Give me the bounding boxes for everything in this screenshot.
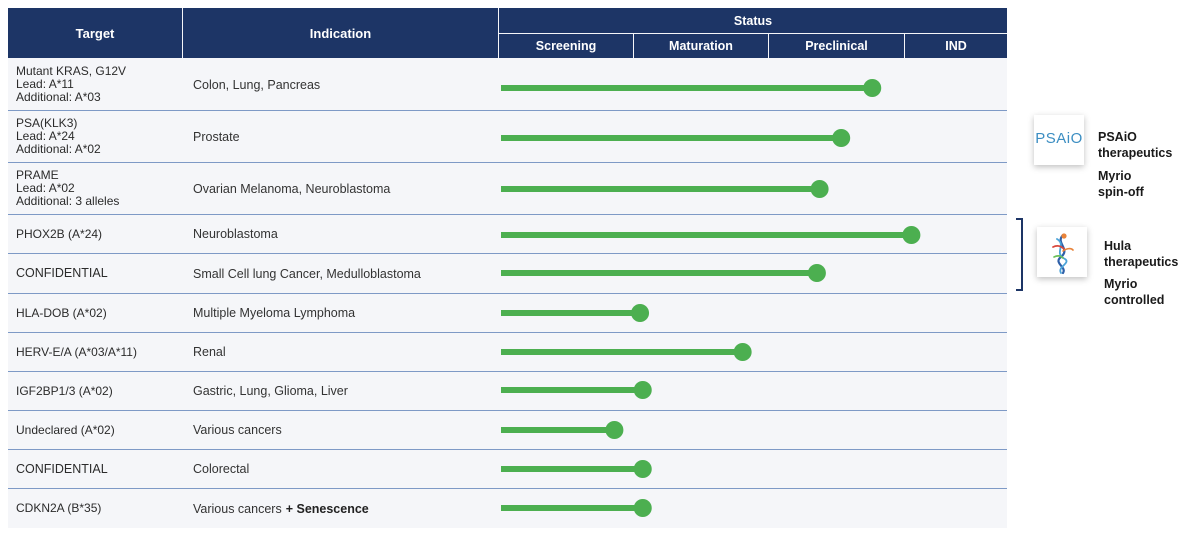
progress-bar-endpoint: [863, 79, 882, 97]
table-row: PHOX2B (A*24) Neuroblastoma: [8, 215, 1007, 254]
target-name: PRAME: [16, 168, 59, 182]
target-name: Mutant KRAS, G12V: [16, 64, 127, 78]
table-row: HERV-E/A (A*03/A*11) Renal: [8, 333, 1007, 372]
header-stage-preclinical: Preclinical: [769, 34, 904, 58]
indication-text: Neuroblastoma: [193, 227, 278, 241]
indication-cell: Renal: [193, 333, 493, 371]
hula-name-line: Hula: [1104, 239, 1132, 253]
target-name: PSA(KLK3): [16, 116, 78, 130]
target-name: CONFIDENTIAL: [16, 266, 108, 280]
indication-cell: Prostate: [193, 111, 493, 162]
target-cell: PRAME Lead: A*02 Additional: 3 alleles: [16, 163, 186, 214]
psaio-name-line: therapeutics: [1098, 146, 1173, 160]
indication-text: Renal: [193, 345, 226, 359]
target-name: CONFIDENTIAL: [16, 461, 108, 476]
table-row: Mutant KRAS, G12V Lead: A*11 Additional:…: [8, 59, 1007, 111]
indication-text: Small Cell lung Cancer, Medulloblastoma: [193, 266, 421, 281]
table-row: HLA-DOB (A*02) Multiple Myeloma Lymphoma: [8, 294, 1007, 333]
indication-cell: Gastric, Lung, Glioma, Liver: [193, 372, 493, 410]
target-cell: IGF2BP1/3 (A*02): [16, 372, 186, 410]
psaio-name-line: PSAiO: [1098, 130, 1137, 144]
indication-text: Gastric, Lung, Glioma, Liver: [193, 384, 348, 398]
table-row: PRAME Lead: A*02 Additional: 3 alleles O…: [8, 163, 1007, 215]
hula-note-line: controlled: [1104, 293, 1165, 307]
header-stage-screening: Screening: [499, 34, 633, 58]
target-lead: Lead: A*02: [16, 181, 75, 195]
progress-bar-endpoint: [631, 304, 650, 322]
psaio-note-line: Myrio: [1098, 169, 1132, 183]
indication-text: Prostate: [193, 129, 240, 144]
indication-text: Various cancers: [193, 423, 282, 437]
indication-text: Multiple Myeloma Lymphoma: [193, 306, 356, 320]
target-name: IGF2BP1/3 (A*02): [16, 383, 113, 398]
header-stage-ind: IND: [905, 34, 1007, 58]
hula-company-name: Hula therapeutics: [1104, 238, 1178, 270]
indication-cell: Various cancers: [193, 411, 493, 449]
target-lead: Lead: A*24: [16, 129, 75, 143]
target-lead: Lead: A*11: [16, 77, 74, 91]
target-cell: HERV-E/A (A*03/A*11): [16, 333, 186, 371]
target-name: CDKN2A (B*35): [16, 501, 102, 515]
header-stage-maturation: Maturation: [634, 34, 768, 58]
indication-text: Ovarian Melanoma, Neuroblastoma: [193, 181, 391, 196]
progress-bar-endpoint: [810, 180, 829, 198]
progress-bar-endpoint: [902, 226, 921, 244]
table-row: IGF2BP1/3 (A*02) Gastric, Lung, Glioma, …: [8, 372, 1007, 411]
progress-bar-endpoint: [633, 499, 652, 517]
target-cell: CONFIDENTIAL: [16, 254, 186, 293]
psaio-logo-card: PSAiO: [1034, 115, 1084, 165]
psaio-logo: PSAiO: [1035, 130, 1083, 147]
indication-text: Various cancers: [193, 501, 282, 516]
indication-cell: Various cancers + Senescence: [193, 489, 493, 528]
progress-bar-endpoint: [733, 343, 752, 361]
indication-cell: Colon, Lung, Pancreas: [193, 59, 493, 110]
table-row: PSA(KLK3) Lead: A*24 Additional: A*02 Pr…: [8, 111, 1007, 163]
target-name: PHOX2B (A*24): [16, 226, 103, 241]
header-status: Status: [499, 8, 1007, 33]
progress-bar-endpoint: [605, 421, 624, 439]
target-additional: Additional: 3 alleles: [16, 194, 120, 208]
hula-name-line: therapeutics: [1104, 255, 1179, 269]
pipeline-table: [8, 8, 1007, 528]
progress-bar-endpoint: [633, 460, 652, 478]
target-cell: CDKN2A (B*35): [16, 489, 186, 528]
header-indication: Indication: [183, 8, 498, 58]
hula-note-line: Myrio: [1104, 277, 1138, 291]
indication-cell: Ovarian Melanoma, Neuroblastoma: [193, 163, 493, 214]
table-row: CONFIDENTIAL Colorectal: [8, 450, 1007, 489]
indication-text: Colorectal: [193, 462, 250, 476]
target-cell: PSA(KLK3) Lead: A*24 Additional: A*02: [16, 111, 186, 162]
target-additional: Additional: A*03: [16, 90, 101, 104]
target-cell: HLA-DOB (A*02): [16, 294, 186, 332]
target-name: HLA-DOB (A*02): [16, 305, 107, 320]
table-row: Undeclared (A*02) Various cancers: [8, 411, 1007, 450]
psaio-note-line: spin-off: [1098, 185, 1144, 199]
target-additional: Additional: A*02: [16, 142, 101, 156]
indication-text: Colon, Lung, Pancreas: [193, 77, 321, 92]
hula-group-bracket: [1016, 218, 1023, 291]
target-name: HERV-E/A (A*03/A*11): [16, 344, 137, 359]
target-cell: CONFIDENTIAL: [16, 450, 186, 488]
hula-relationship-note: Myrio controlled: [1104, 276, 1164, 308]
hula-helix-icon: [1052, 233, 1074, 275]
indication-bold-text: + Senescence: [285, 501, 369, 516]
progress-bar-endpoint: [832, 129, 851, 147]
indication-cell: Colorectal: [193, 450, 493, 488]
progress-bar-endpoint: [807, 264, 826, 282]
table-row: CONFIDENTIAL Small Cell lung Cancer, Med…: [8, 254, 1007, 294]
progress-bar-endpoint: [633, 381, 652, 399]
target-name: Undeclared (A*02): [16, 422, 115, 437]
target-cell: Undeclared (A*02): [16, 411, 186, 449]
psaio-company-name: PSAiO therapeutics: [1098, 129, 1172, 161]
hula-logo-card: [1037, 227, 1087, 277]
target-cell: PHOX2B (A*24): [16, 215, 186, 253]
header-target: Target: [8, 8, 182, 58]
indication-cell: Small Cell lung Cancer, Medulloblastoma: [193, 254, 493, 293]
indication-cell: Multiple Myeloma Lymphoma: [193, 294, 493, 332]
target-cell: Mutant KRAS, G12V Lead: A*11 Additional:…: [16, 59, 186, 110]
psaio-relationship-note: Myrio spin-off: [1098, 168, 1144, 200]
table-row: CDKN2A (B*35) Various cancers + Senescen…: [8, 489, 1007, 528]
indication-cell: Neuroblastoma: [193, 215, 493, 253]
